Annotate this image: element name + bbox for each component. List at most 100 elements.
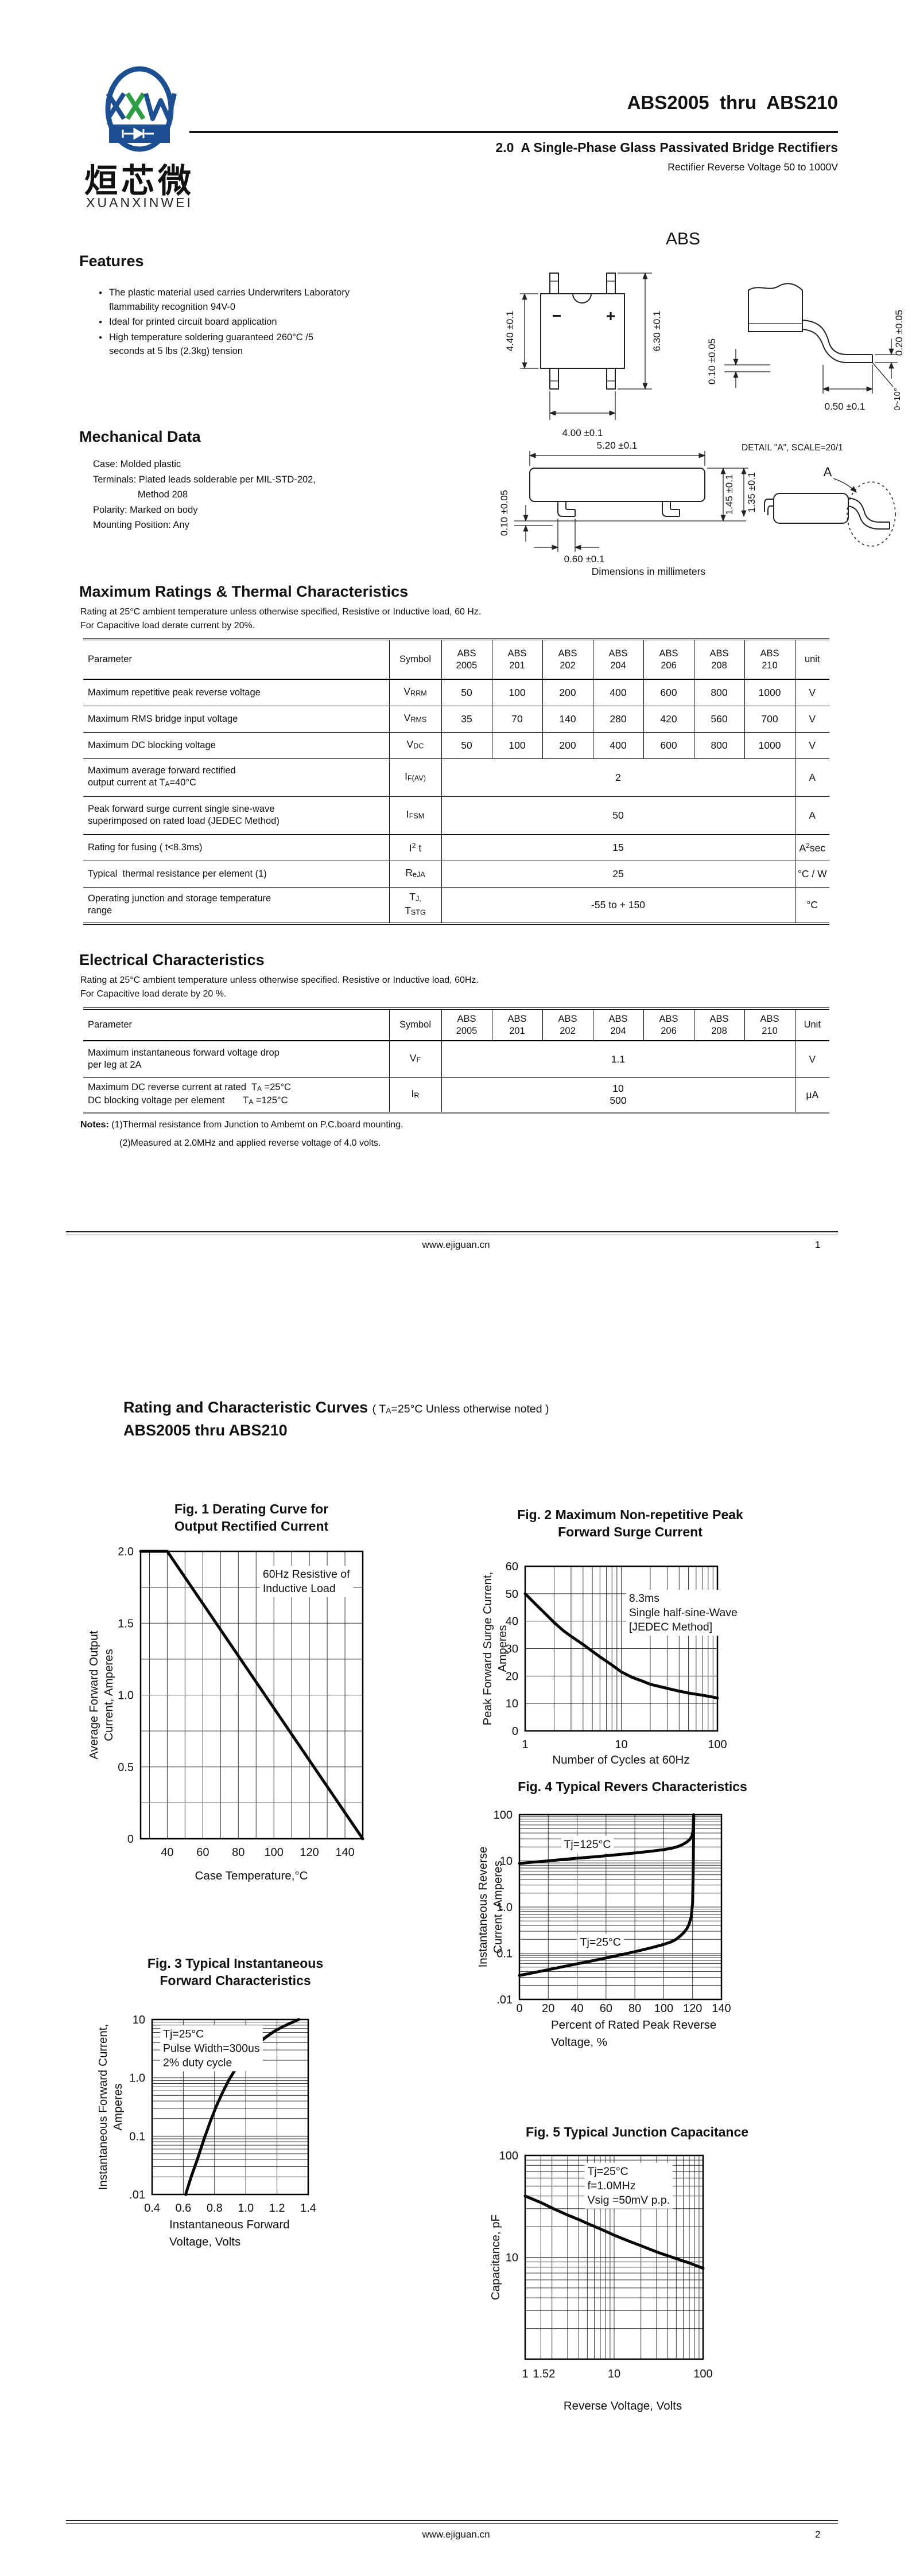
- cell-unit: °C: [794, 886, 829, 924]
- x-tick-label: 1.2: [269, 2202, 285, 2215]
- dim-lead-standoff: 0.10 ±0.05: [707, 338, 717, 384]
- page2-subheading: ABS2005 thru ABS210: [123, 1422, 288, 1439]
- y-axis-title: Average Forward Output: [87, 1631, 100, 1759]
- x-tick-label: 60: [600, 2002, 612, 2015]
- x-tick-label: 100: [654, 2002, 673, 2015]
- x-tick-label: 0: [516, 2002, 522, 2015]
- footer-url-page2: www.ejiguan.cn: [422, 2529, 490, 2540]
- ratings-condition-2: For Capacitive load derate current by 20…: [80, 621, 255, 631]
- fig4-svg: 0 20 40 60 80 100 120 140 .01 0.1 1.0 10 100 Fig. 4 T…: [476, 1779, 747, 2049]
- cell-parameter: Rating for fusing ( t<8.3ms): [83, 834, 390, 861]
- page2-heading: Rating and Characteristic Curves ( TA=25…: [123, 1399, 549, 1417]
- doc-subtitle: Rectifier Reverse Voltage 50 to 1000V: [667, 161, 838, 173]
- x-tick-label: 40: [161, 1846, 173, 1859]
- dim-height-2: 1.35 ±0.1: [746, 472, 757, 513]
- cell-value-span: 15: [441, 834, 795, 861]
- y-axis-title: Current, Amperes: [102, 1649, 115, 1741]
- y-tick-label: .01: [129, 2189, 145, 2201]
- cell-parameter: Peak forward surge current single sine-w…: [83, 796, 390, 835]
- chart-fig3: 0.4 0.6 0.8 1.0 1.2 1.4 .01 0.1 1.0 10 Fig. 3 Typi…: [92, 1949, 413, 2282]
- cell-value-span: 50: [441, 796, 795, 835]
- svg-text:Pulse Width=300us: Pulse Width=300us: [163, 2042, 260, 2054]
- col-header-device: ABS 202: [542, 1009, 593, 1041]
- cell-symbol: VRRM: [389, 679, 442, 706]
- cell-parameter: Typical thermal resistance per element (…: [83, 860, 390, 888]
- cell-parameter: Operating junction and storage temperatu…: [83, 886, 390, 924]
- col-header-device: ABS 201: [491, 1009, 543, 1041]
- x-tick-label: 0.6: [175, 2202, 191, 2215]
- col-header-symbol: Symbol: [389, 1009, 442, 1041]
- cell-parameter: Maximum DC reverse current at rated TA =…: [83, 1077, 390, 1114]
- svg-text:60Hz Resistive of: 60Hz Resistive of: [263, 1568, 350, 1581]
- y-tick-label: 10: [506, 2252, 518, 2264]
- col-header-device: ABS 201: [491, 639, 543, 680]
- chart-title: Fig. 4 Typical Revers Characteristics: [518, 1779, 747, 1794]
- svg-text:8.3ms: 8.3ms: [629, 1592, 659, 1605]
- footer-rule-page1: [66, 1231, 838, 1235]
- svg-text:2% duty cycle: 2% duty cycle: [163, 2056, 232, 2069]
- y-tick-label: 0: [127, 1833, 134, 1846]
- x-axis-title: Voltage, %: [551, 2036, 607, 2049]
- x-tick-label: 2: [549, 2368, 555, 2380]
- x-tick-label: 0.8: [207, 2202, 223, 2215]
- table-row: Maximum instantaneous forward voltage dr…: [83, 1040, 829, 1078]
- col-header-unit: Unit: [794, 1009, 829, 1041]
- cell-unit: μA: [794, 1077, 829, 1114]
- cell-unit: V: [794, 1040, 829, 1078]
- svg-text:Vsig =50mV p.p.: Vsig =50mV p.p.: [588, 2194, 670, 2207]
- x-tick-label: 100: [693, 2368, 712, 2380]
- table-row: Maximum DC blocking voltage VDC 50 100 200 40…: [83, 731, 829, 759]
- x-axis-title: Instantaneous Forward: [169, 2218, 290, 2231]
- cell-parameter: Maximum RMS bridge input voltage: [83, 705, 390, 733]
- svg-text:Single half-sine-Wave: Single half-sine-Wave: [629, 1606, 738, 1619]
- table-header-row: Parameter Symbol ABS 2005 ABS 201 ABS 202 ABS 204…: [83, 639, 829, 680]
- y-axis-title: Amperes: [496, 1625, 509, 1672]
- tj-25c: [518, 1813, 696, 1977]
- cell-value: 35: [441, 705, 492, 733]
- y-tick-label: 1.0: [118, 1690, 134, 1702]
- x-tick-label: 120: [300, 1846, 319, 1859]
- package-side-view-diagram: 5.20 ±0.1 0.10 ±0.05 1.45 ±0.1 1.35 ±0.1…: [499, 440, 757, 565]
- svg-text:Tj=25°C: Tj=25°C: [580, 1936, 621, 1949]
- fig1-svg: 40 60 80 100 120 140 0 0.5 1.0 1.5 2.0 Fig. 1 Derat…: [87, 1501, 364, 1882]
- fig5-svg: 1 1.5 2 10 100 10 100 Fig. 5 Typical Junction C…: [489, 2124, 748, 2412]
- col-header-device: ABS 204: [592, 1009, 644, 1041]
- table-row: Operating junction and storage temperatu…: [83, 886, 829, 924]
- cell-value: 280: [592, 705, 644, 733]
- dim-seating-gap: 0.10 ±0.05: [499, 490, 510, 536]
- cell-unit: A: [794, 796, 829, 835]
- y-tick-label: 1.0: [129, 2072, 145, 2085]
- col-header-device: ABS 208: [693, 639, 745, 680]
- x-tick-label: 1.0: [238, 2202, 254, 2215]
- footer-rule-page2: [66, 2520, 838, 2524]
- table-row: Peak forward surge current single sine-w…: [83, 796, 829, 835]
- chart-title: Forward Characteristics: [160, 1973, 311, 1988]
- chart-title: Fig. 5 Typical Junction Capacitance: [526, 2124, 748, 2139]
- electrical-heading: Electrical Characteristics: [79, 951, 265, 968]
- dim-lead-width: 0.60 ±0.1: [564, 554, 605, 565]
- cell-value: 100: [491, 731, 543, 759]
- col-header-device: ABS 206: [643, 1009, 694, 1041]
- notes-line-2: (2)Measured at 2.0MHz and applied revers…: [119, 1138, 381, 1148]
- cell-symbol: IF(AV): [389, 758, 442, 797]
- page2-heading-main: Rating and Characteristic Curves: [123, 1399, 368, 1416]
- cell-symbol: TJ, TSTG: [389, 886, 442, 924]
- svg-text:[JEDEC Method]: [JEDEC Method]: [629, 1621, 712, 1633]
- x-axis-title: Case Temperature,°C: [195, 1869, 308, 1882]
- package-top-view-diagram: − + 4.40 ±0.1 6.30 ±0.1 4.00 ±0.1: [504, 272, 662, 438]
- junction-capacitance: [523, 2194, 705, 2270]
- cell-parameter: Maximum DC blocking voltage: [83, 731, 390, 759]
- col-header-device: ABS 210: [744, 1009, 795, 1041]
- ratings-condition-1: Rating at 25°C ambient temperature unles…: [80, 607, 482, 617]
- feature-item: Ideal for printed circuit board applicat…: [99, 315, 443, 329]
- x-tick-label: 100: [708, 1738, 727, 1751]
- page-number-2: 2: [815, 2529, 821, 2540]
- x-tick-label: 140: [712, 2002, 731, 2015]
- mechanical-specs: Case: Molded plastic Terminals: Plated le…: [93, 457, 316, 533]
- x-tick-label: 40: [571, 2002, 583, 2015]
- cell-value: 1000: [744, 731, 795, 759]
- table-row: Rating for fusing ( t<8.3ms) I2 t 15 A2sec: [83, 834, 829, 861]
- x-axis-title: Number of Cycles at 60Hz: [552, 1753, 689, 1766]
- cell-value: 600: [643, 731, 694, 759]
